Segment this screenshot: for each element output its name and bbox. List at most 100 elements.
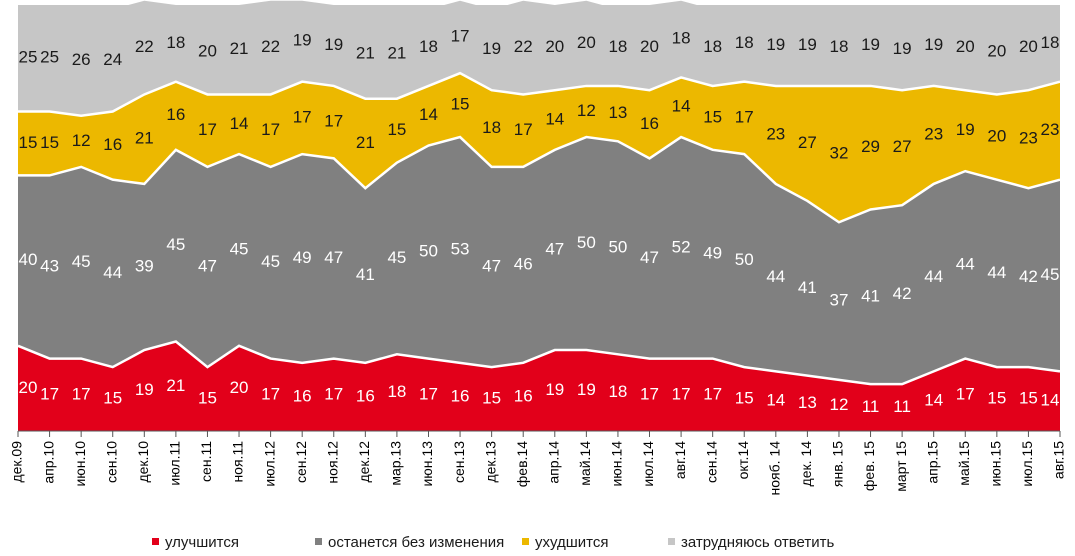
data-label: 41 xyxy=(356,265,375,284)
data-label: 20 xyxy=(956,37,975,56)
legend-label: останется без изменения xyxy=(328,534,504,551)
data-label: 21 xyxy=(387,43,406,62)
x-tick-label: июн.14 xyxy=(609,441,625,487)
data-label: 25 xyxy=(19,48,38,67)
boundary-line xyxy=(18,135,1061,224)
data-label: 19 xyxy=(135,380,154,399)
x-tick-label: нояб. 14 xyxy=(767,441,783,496)
data-label: 14 xyxy=(766,391,785,410)
x-tick-label: дек.10 xyxy=(135,441,151,483)
legend-marker xyxy=(152,538,159,545)
data-label: 23 xyxy=(1019,129,1038,148)
x-tick-label: дек.09 xyxy=(9,441,25,483)
data-label: 20 xyxy=(1019,37,1038,56)
data-label: 18 xyxy=(608,37,627,56)
data-label: 17 xyxy=(956,384,975,403)
data-label: 27 xyxy=(893,137,912,156)
data-label: 47 xyxy=(324,248,343,267)
data-label: 11 xyxy=(893,397,911,416)
data-label: 45 xyxy=(1041,265,1060,284)
data-label: 15 xyxy=(451,95,470,114)
data-label: 45 xyxy=(72,252,91,271)
data-label: 18 xyxy=(419,37,438,56)
legend-label: улучшится xyxy=(165,534,239,551)
data-label: 13 xyxy=(798,393,817,412)
data-label: 17 xyxy=(198,120,217,139)
data-label: 53 xyxy=(451,239,470,258)
data-label: 17 xyxy=(324,384,343,403)
data-label: 22 xyxy=(135,37,154,56)
area xyxy=(18,341,1060,431)
data-label: 50 xyxy=(577,233,596,252)
data-label: 12 xyxy=(830,395,849,414)
data-label: 18 xyxy=(735,33,754,52)
x-tick-label: июл.11 xyxy=(167,441,183,486)
data-label: 17 xyxy=(40,384,59,403)
data-label: 15 xyxy=(19,133,38,152)
data-label: 49 xyxy=(293,248,312,267)
data-label: 16 xyxy=(166,105,185,124)
data-label: 44 xyxy=(987,263,1006,282)
data-label: 17 xyxy=(514,120,533,139)
x-tick-label: март 15 xyxy=(893,441,909,492)
data-label: 23 xyxy=(766,124,785,143)
data-label: 20 xyxy=(640,37,659,56)
data-label: 45 xyxy=(387,248,406,267)
data-label: 25 xyxy=(40,48,59,67)
data-label: 17 xyxy=(703,384,722,403)
x-tick-label: сен.11 xyxy=(198,441,214,482)
boundary-line xyxy=(18,71,1061,118)
data-label: 22 xyxy=(514,37,533,56)
data-label: 52 xyxy=(672,237,691,256)
data-label: 19 xyxy=(956,120,975,139)
data-label: 47 xyxy=(198,256,217,275)
data-label: 18 xyxy=(482,118,501,137)
x-tick-label: дек. 14 xyxy=(798,441,814,487)
x-tick-label: ноя.11 xyxy=(230,441,246,483)
data-label: 19 xyxy=(293,31,312,50)
data-label: 14 xyxy=(419,105,438,124)
x-tick-label: авг.15 xyxy=(1051,441,1067,479)
data-label: 19 xyxy=(482,39,501,58)
data-label: 15 xyxy=(40,133,59,152)
data-label: 50 xyxy=(419,242,438,261)
data-label: 47 xyxy=(482,256,501,275)
data-label: 44 xyxy=(766,267,785,286)
data-label: 27 xyxy=(798,133,817,152)
x-tick-label: янв. 15 xyxy=(830,441,846,487)
x-tick-label: сен.13 xyxy=(451,441,467,483)
data-label: 39 xyxy=(135,256,154,275)
x-tick-label: июн.15 xyxy=(988,441,1004,487)
data-label: 15 xyxy=(103,389,122,408)
data-label: 26 xyxy=(72,50,91,69)
data-label: 11 xyxy=(862,397,880,416)
data-label: 12 xyxy=(577,101,596,120)
data-label: 15 xyxy=(387,120,406,139)
legend-marker xyxy=(668,538,675,545)
data-label: 19 xyxy=(798,35,817,54)
data-label: 15 xyxy=(703,107,722,126)
data-label: 37 xyxy=(830,291,849,310)
x-tick-label: май.14 xyxy=(577,441,593,486)
x-tick-label: фев.14 xyxy=(514,441,530,487)
data-label: 17 xyxy=(72,384,91,403)
boundary-line xyxy=(17,340,1061,386)
x-tick-label: апр.14 xyxy=(545,441,561,484)
data-label: 18 xyxy=(608,382,627,401)
x-tick-label: ноя.12 xyxy=(324,441,340,484)
data-label: 19 xyxy=(924,35,943,54)
legend-label: затрудняюсь ответить xyxy=(681,534,834,551)
data-label: 44 xyxy=(956,254,975,273)
data-label: 12 xyxy=(72,131,91,150)
x-tick-label: июл.14 xyxy=(640,441,656,487)
x-tick-label: сен.12 xyxy=(293,441,309,483)
data-label: 20 xyxy=(230,378,249,397)
x-tick-label: мар.13 xyxy=(388,441,404,486)
data-label: 14 xyxy=(545,110,564,129)
data-label: 18 xyxy=(830,37,849,56)
data-label: 19 xyxy=(545,380,564,399)
x-tick-label: авг.14 xyxy=(672,441,688,479)
data-label: 46 xyxy=(514,254,533,273)
data-label: 19 xyxy=(766,35,785,54)
